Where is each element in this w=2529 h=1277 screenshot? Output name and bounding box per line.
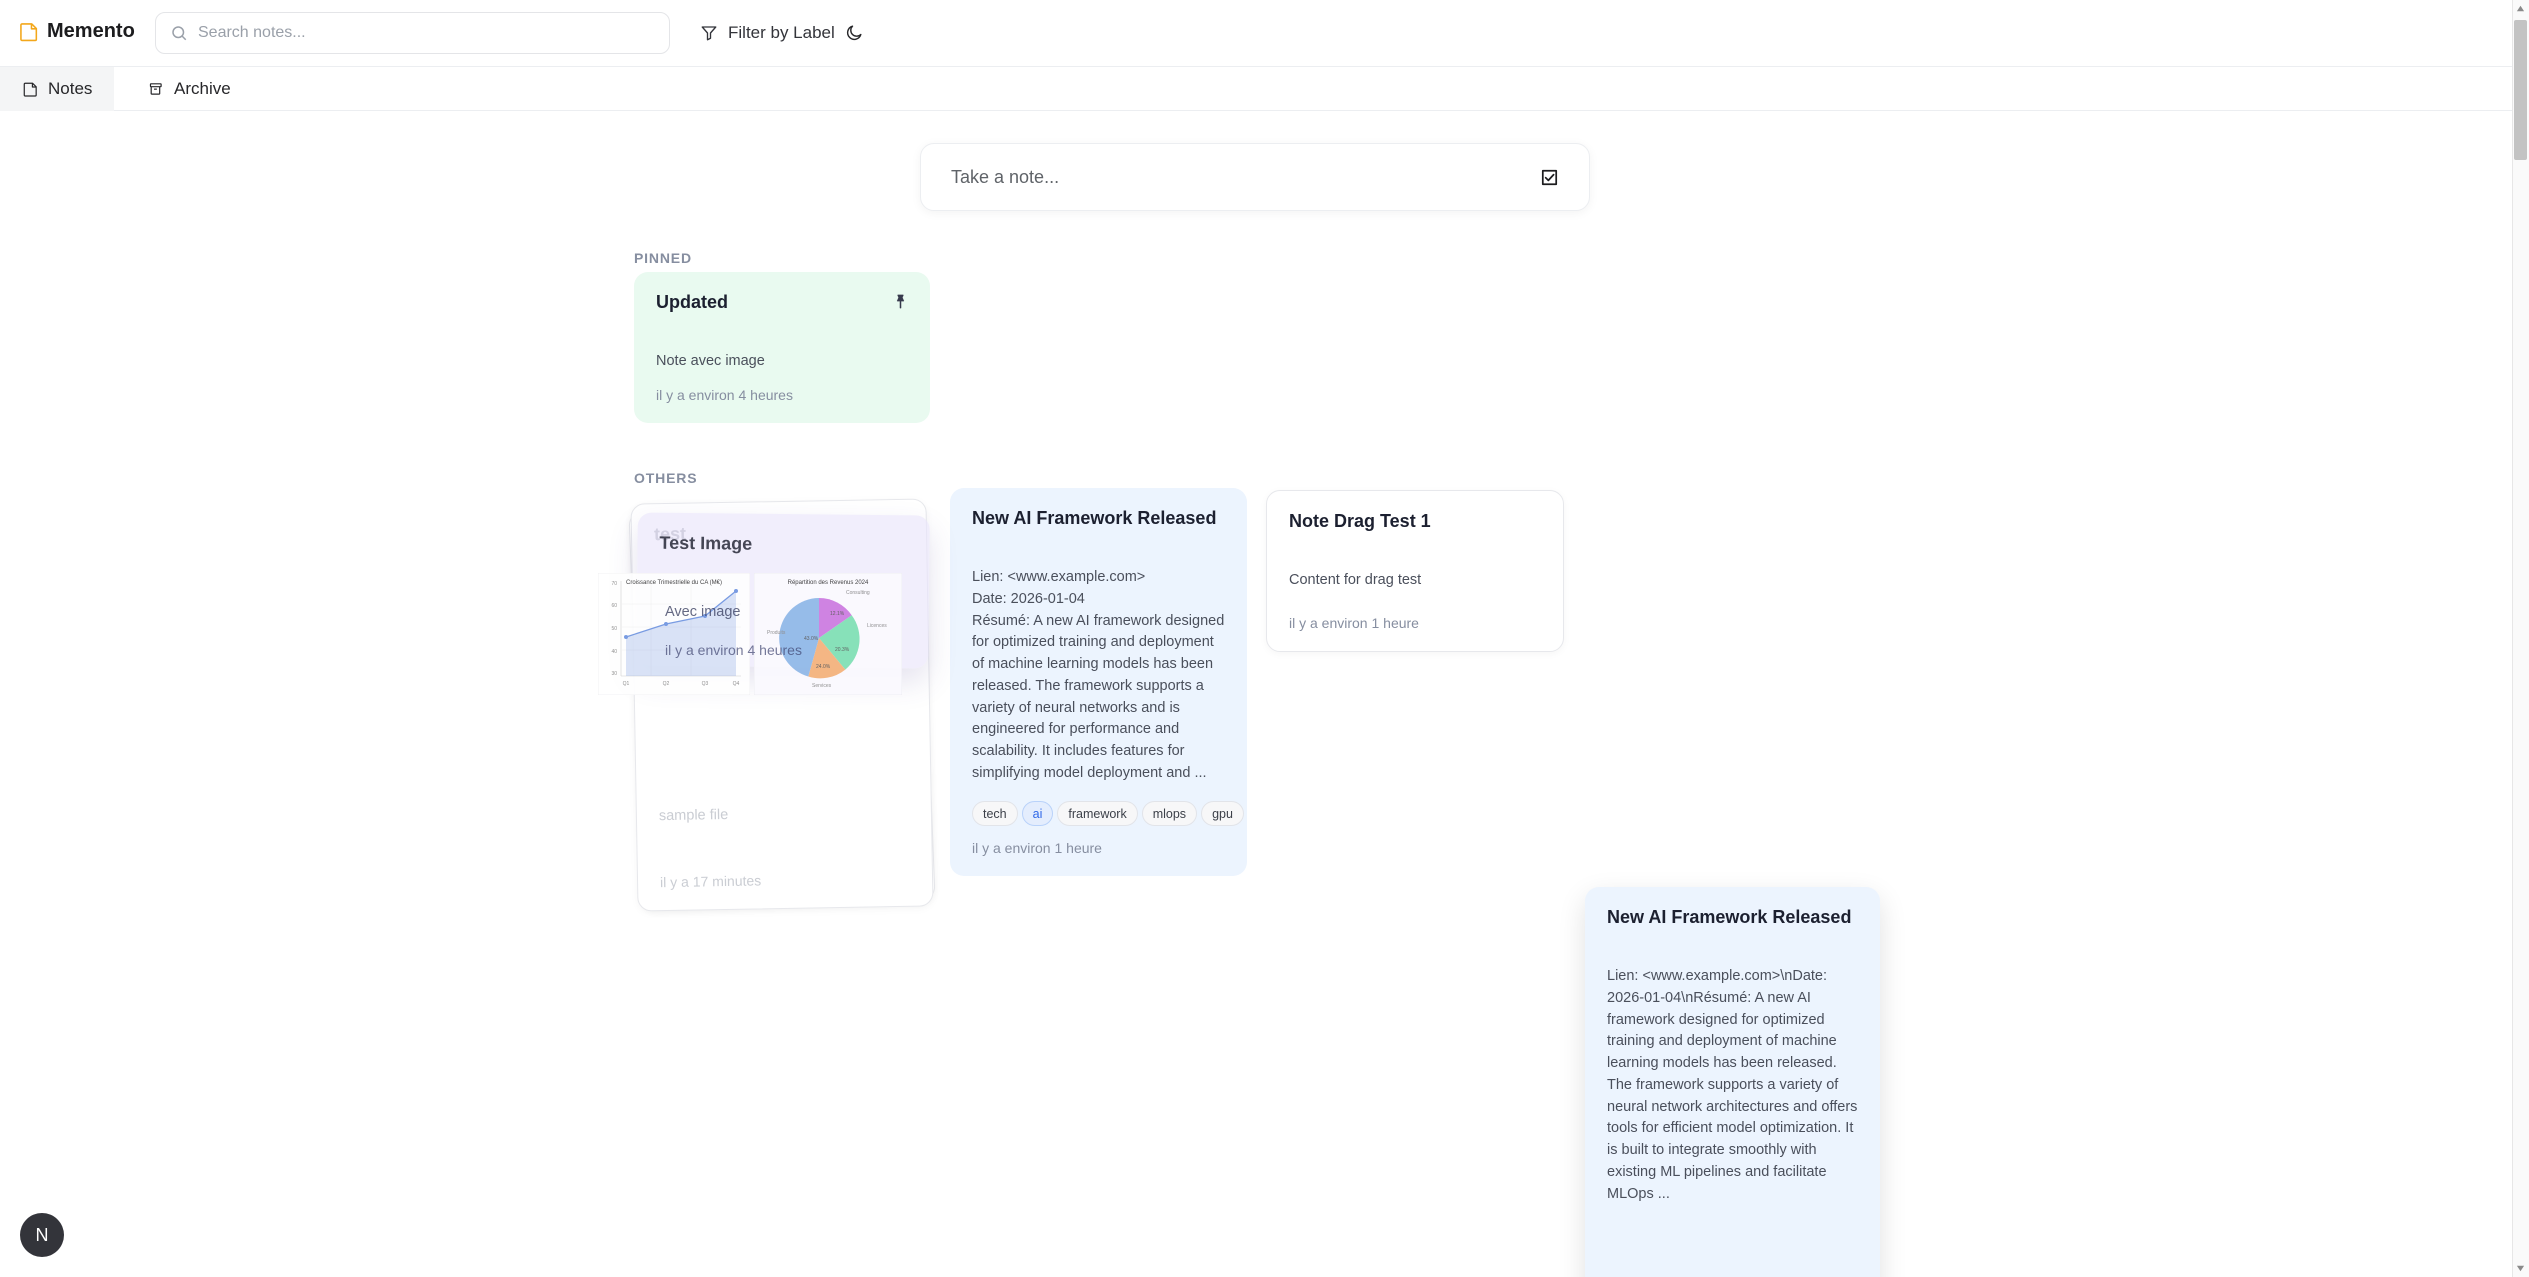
svg-text:Q2: Q2 bbox=[663, 681, 670, 687]
svg-text:43.0%: 43.0% bbox=[804, 636, 819, 642]
svg-text:12.1%: 12.1% bbox=[830, 611, 845, 617]
svg-text:Q4: Q4 bbox=[733, 681, 740, 687]
svg-text:60: 60 bbox=[611, 603, 617, 609]
svg-text:Produits: Produits bbox=[767, 630, 786, 636]
svg-text:Licences: Licences bbox=[867, 623, 887, 629]
svg-text:Répartition des Revenus 2024: Répartition des Revenus 2024 bbox=[788, 580, 869, 586]
svg-text:30: 30 bbox=[611, 671, 617, 677]
svg-text:Croissance Trimestrielle du CA: Croissance Trimestrielle du CA (M€) bbox=[626, 580, 722, 586]
svg-text:Services: Services bbox=[812, 683, 832, 689]
svg-text:24.0%: 24.0% bbox=[816, 664, 831, 670]
svg-text:Consulting: Consulting bbox=[846, 590, 870, 596]
svg-text:20.3%: 20.3% bbox=[835, 647, 850, 653]
svg-text:Q3: Q3 bbox=[702, 681, 709, 687]
svg-text:Q1: Q1 bbox=[623, 681, 630, 687]
svg-text:50: 50 bbox=[611, 626, 617, 632]
svg-text:40: 40 bbox=[611, 649, 617, 655]
svg-text:70: 70 bbox=[611, 581, 617, 587]
